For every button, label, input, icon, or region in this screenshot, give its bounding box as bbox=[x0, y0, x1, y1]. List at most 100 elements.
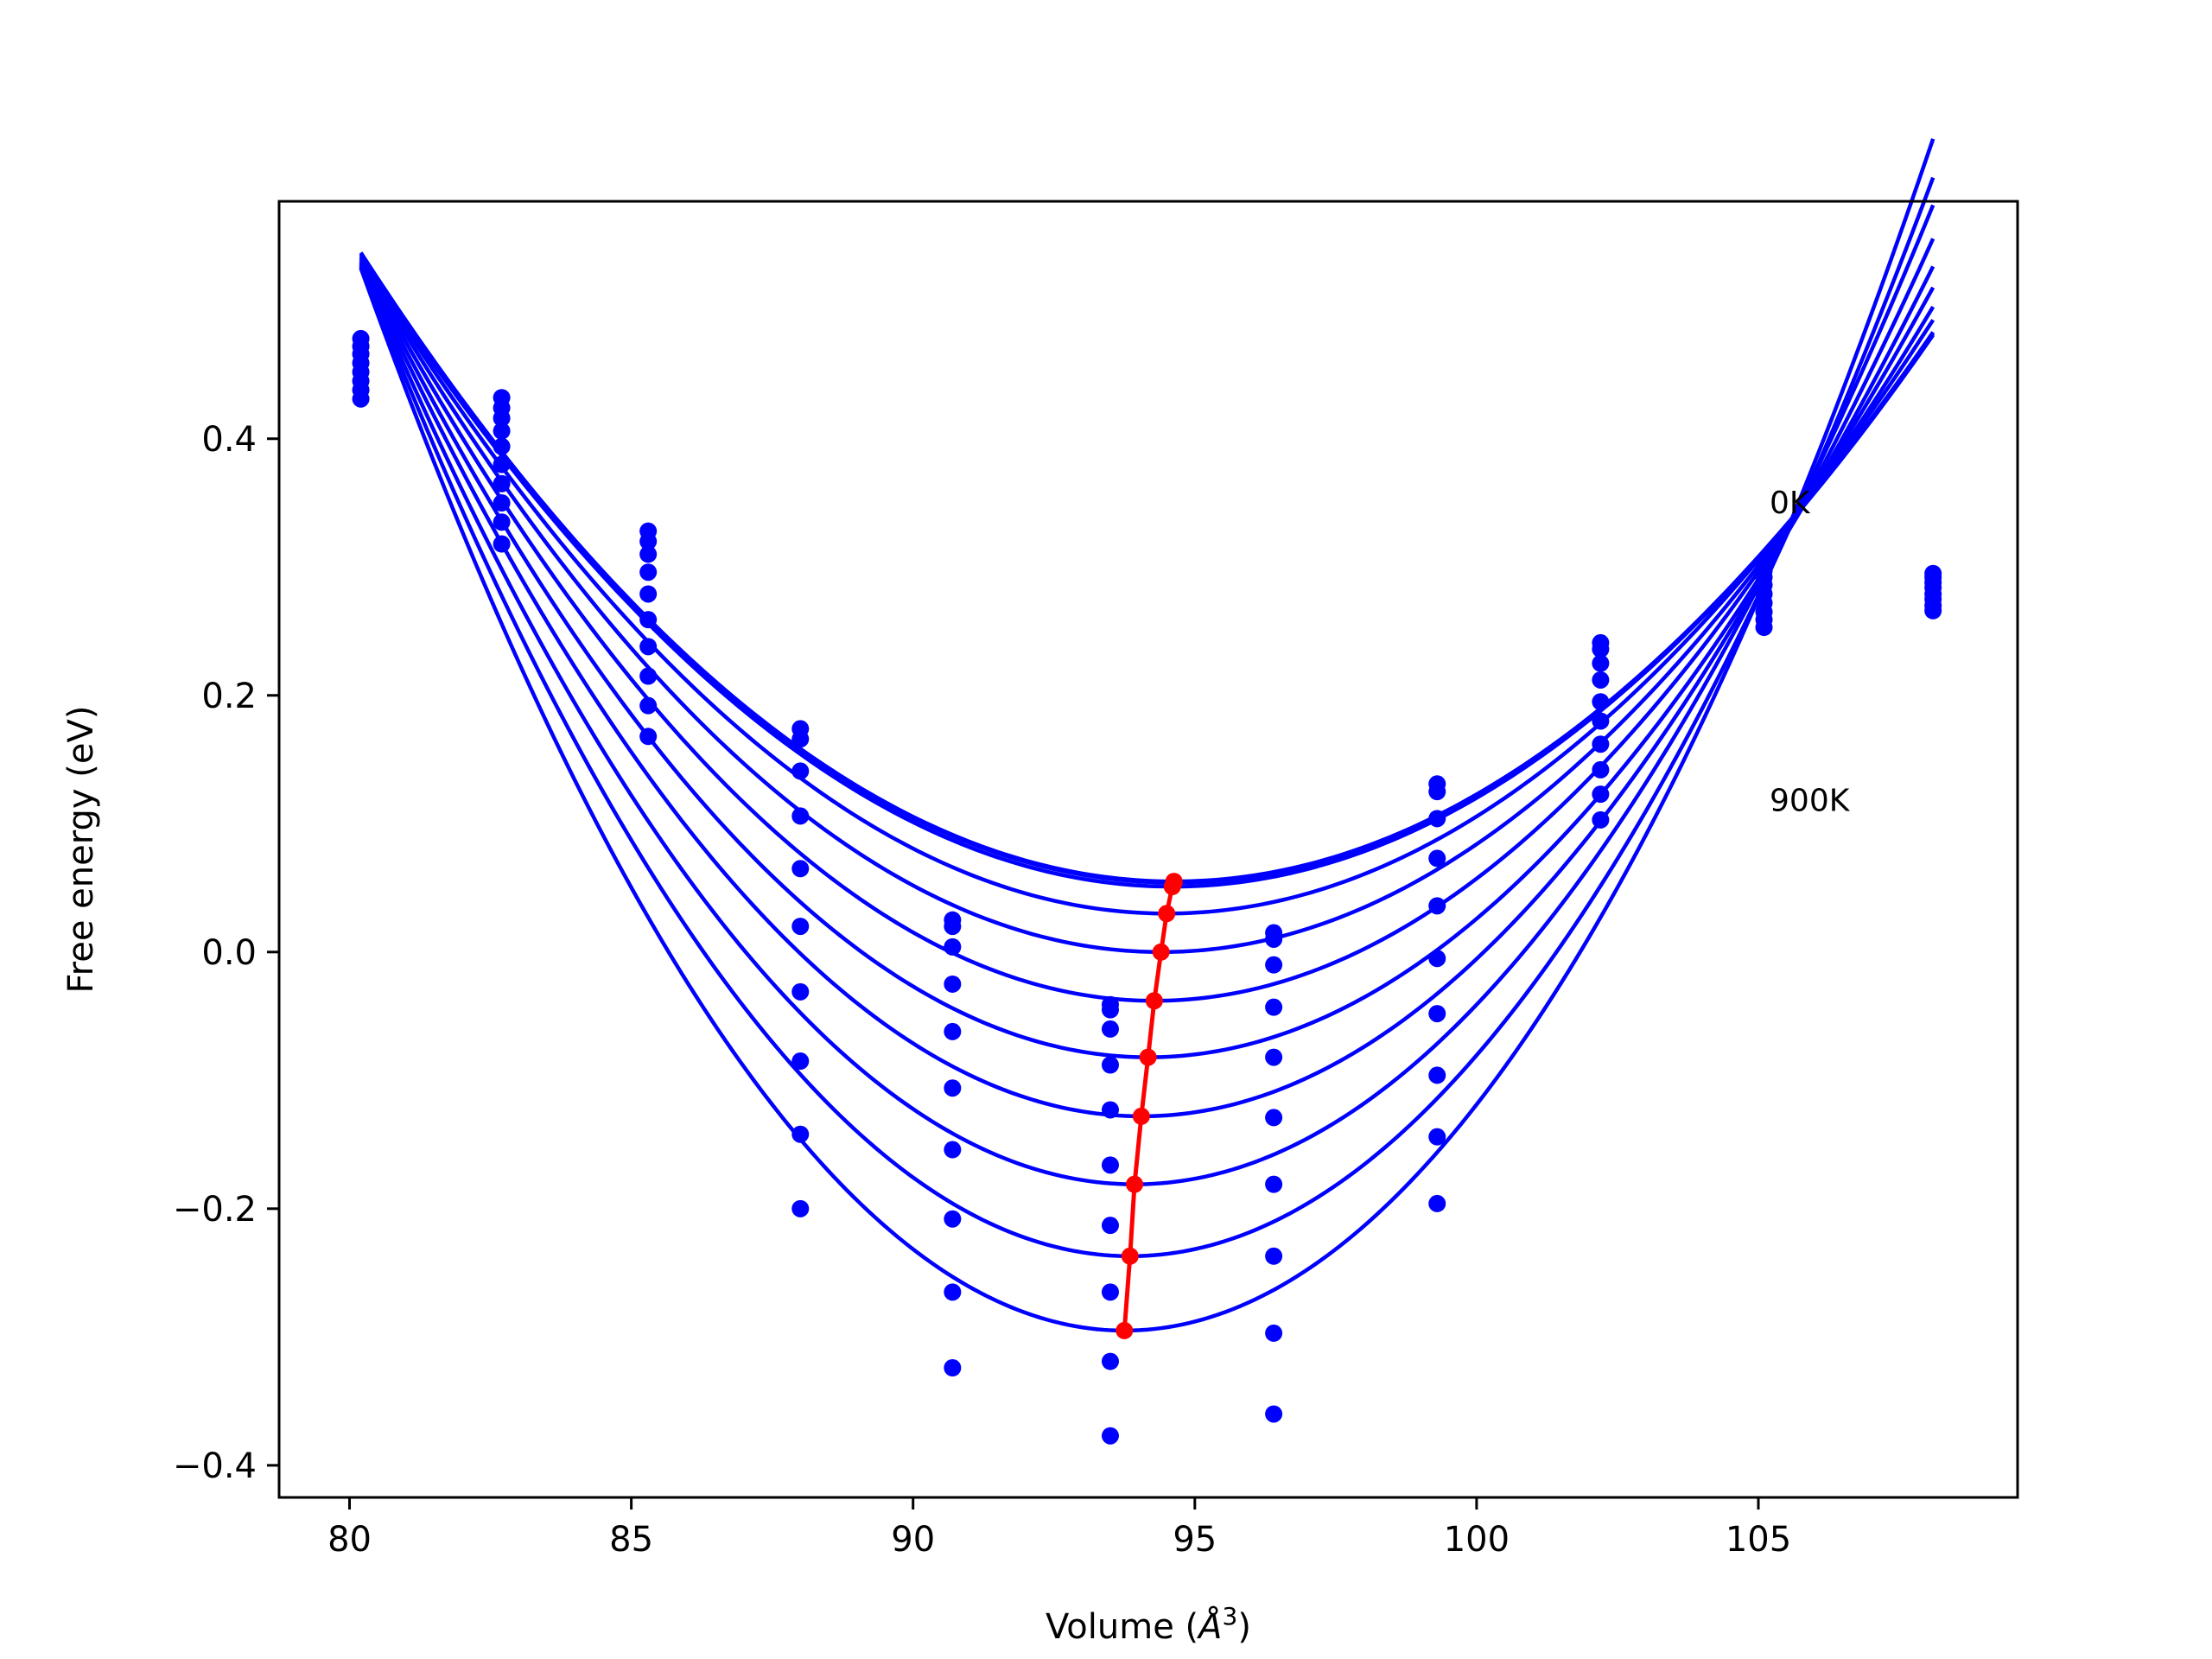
x-tick-label-1: 85 bbox=[609, 1520, 653, 1560]
data-point-3-9 bbox=[791, 1199, 810, 1217]
x-axis-ticks: 80 85 90 95 100 105 bbox=[327, 1497, 1791, 1560]
x-axis-label: Volume (Å3) bbox=[1046, 1602, 1251, 1647]
data-point-7-7 bbox=[1428, 1066, 1446, 1084]
fit-curve-4 bbox=[359, 257, 1936, 955]
fit-curve-9 bbox=[359, 176, 1936, 1259]
data-point-6-7 bbox=[1265, 1247, 1283, 1265]
data-point-8-5 bbox=[1592, 712, 1610, 730]
fit-curve-10 bbox=[359, 138, 1936, 1333]
x-axis-label-unit: Å bbox=[1196, 1605, 1222, 1647]
data-point-5-1 bbox=[1101, 1001, 1119, 1019]
data-point-2-9 bbox=[639, 728, 658, 746]
data-point-7-9 bbox=[1428, 1194, 1446, 1212]
data-point-8-4 bbox=[1592, 693, 1610, 711]
x-axis-label-base: Volume ( bbox=[1046, 1607, 1198, 1647]
plot-area bbox=[279, 201, 2018, 1497]
y-tick-label-0: −0.4 bbox=[173, 1446, 257, 1486]
minimum-path-point-10 bbox=[1165, 873, 1183, 891]
minimum-path-point-1 bbox=[1121, 1247, 1139, 1265]
fit-curves bbox=[359, 138, 1936, 1333]
data-points bbox=[352, 329, 1942, 1445]
annotation-900k: 900K bbox=[1770, 784, 1851, 819]
x-axis-label-close: ) bbox=[1237, 1607, 1251, 1647]
data-point-8-3 bbox=[1592, 671, 1610, 689]
data-point-5-6 bbox=[1101, 1217, 1119, 1235]
data-point-8-8 bbox=[1592, 785, 1610, 804]
data-point-1-9 bbox=[493, 535, 511, 553]
data-point-5-4 bbox=[1101, 1101, 1119, 1119]
data-point-1-8 bbox=[493, 513, 511, 531]
data-point-2-6 bbox=[639, 638, 658, 656]
data-point-1-6 bbox=[493, 474, 511, 493]
data-point-7-8 bbox=[1428, 1128, 1446, 1146]
data-point-6-9 bbox=[1265, 1405, 1283, 1423]
fit-curve-3 bbox=[359, 256, 1936, 916]
y-tick-label-2: 0.0 bbox=[201, 933, 257, 973]
fit-curve-8 bbox=[359, 204, 1936, 1186]
data-point-6-4 bbox=[1265, 1048, 1283, 1066]
minimum-path bbox=[1116, 873, 1183, 1339]
x-tick-label-5: 105 bbox=[1726, 1520, 1791, 1560]
data-point-5-8 bbox=[1101, 1352, 1119, 1370]
data-point-5-2 bbox=[1101, 1020, 1119, 1038]
data-point-5-5 bbox=[1101, 1156, 1119, 1174]
x-axis-label-exponent: 3 bbox=[1223, 1602, 1238, 1630]
minimum-path-point-6 bbox=[1152, 943, 1170, 961]
data-point-1-5 bbox=[493, 455, 511, 474]
minimum-path-point-4 bbox=[1139, 1048, 1157, 1066]
data-point-5-3 bbox=[1101, 1056, 1119, 1074]
y-tick-label-1: −0.2 bbox=[173, 1190, 257, 1230]
data-point-2-8 bbox=[639, 696, 658, 715]
data-point-6-1 bbox=[1265, 930, 1283, 948]
x-tick-label-2: 90 bbox=[891, 1520, 935, 1560]
data-point-8-1 bbox=[1592, 640, 1610, 658]
data-point-1-3 bbox=[493, 422, 511, 440]
minimum-path-point-2 bbox=[1126, 1175, 1144, 1193]
y-tick-label-4: 0.4 bbox=[201, 420, 257, 460]
annotation-0k: 0K bbox=[1770, 486, 1811, 521]
data-point-7-3 bbox=[1428, 849, 1446, 868]
data-point-6-6 bbox=[1265, 1175, 1283, 1193]
data-point-6-8 bbox=[1265, 1324, 1283, 1342]
data-point-6-5 bbox=[1265, 1109, 1283, 1127]
data-point-7-2 bbox=[1428, 810, 1446, 828]
data-point-4-1 bbox=[944, 918, 962, 936]
data-point-8-7 bbox=[1592, 760, 1610, 779]
data-point-4-7 bbox=[944, 1210, 962, 1228]
data-point-1-4 bbox=[493, 437, 511, 455]
data-point-4-5 bbox=[944, 1079, 962, 1097]
data-point-2-7 bbox=[639, 667, 658, 685]
data-point-3-7 bbox=[791, 1052, 810, 1071]
data-point-7-5 bbox=[1428, 950, 1446, 968]
data-point-3-1 bbox=[791, 730, 810, 748]
data-point-0-7 bbox=[352, 390, 370, 408]
data-point-6-3 bbox=[1265, 998, 1283, 1016]
plot-frame bbox=[277, 200, 2019, 1499]
data-point-4-4 bbox=[944, 1022, 962, 1040]
data-point-7-6 bbox=[1428, 1005, 1446, 1023]
fit-curve-2 bbox=[359, 254, 1936, 889]
minimum-path-point-0 bbox=[1116, 1321, 1134, 1339]
data-point-4-2 bbox=[944, 938, 962, 956]
data-point-1-7 bbox=[493, 494, 511, 512]
data-point-2-3 bbox=[639, 563, 658, 582]
data-point-3-6 bbox=[791, 982, 810, 1001]
data-point-8-2 bbox=[1592, 654, 1610, 672]
data-point-9-8 bbox=[1755, 619, 1773, 637]
data-point-8-9 bbox=[1592, 810, 1610, 829]
x-tick-label-4: 100 bbox=[1444, 1520, 1510, 1560]
data-point-2-5 bbox=[639, 611, 658, 629]
data-point-3-3 bbox=[791, 807, 810, 825]
data-point-10-7 bbox=[1924, 601, 1942, 620]
minimum-path-point-7 bbox=[1158, 905, 1176, 923]
minimum-path-point-5 bbox=[1145, 992, 1163, 1010]
data-point-4-9 bbox=[944, 1359, 962, 1376]
data-point-5-9 bbox=[1101, 1427, 1119, 1445]
data-point-2-1 bbox=[639, 532, 658, 550]
data-point-2-2 bbox=[639, 545, 658, 563]
data-point-3-5 bbox=[791, 918, 810, 936]
data-point-7-1 bbox=[1428, 783, 1446, 801]
y-axis-ticks: −0.4 −0.2 0.0 0.2 0.4 bbox=[173, 420, 279, 1486]
data-point-1-2 bbox=[493, 409, 511, 427]
